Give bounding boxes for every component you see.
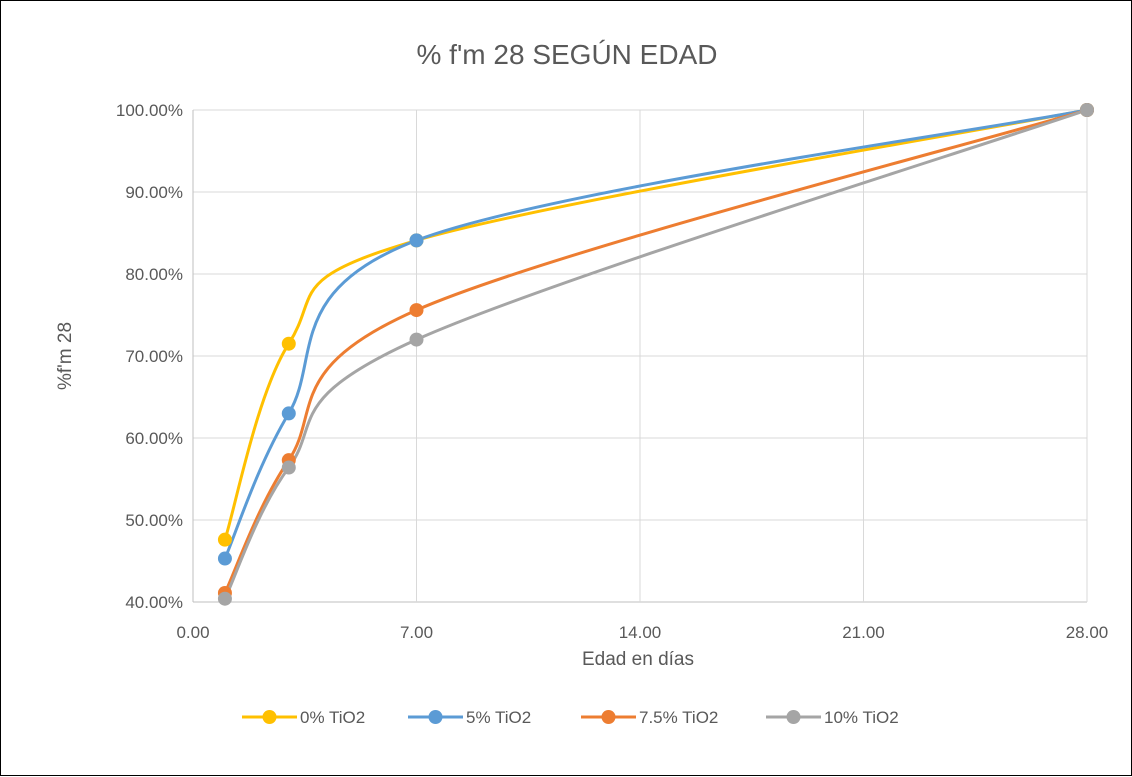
x-axis-title: Edad en días bbox=[582, 649, 694, 670]
legend-swatch-marker bbox=[601, 710, 616, 724]
y-tick-label: 80.00% bbox=[125, 265, 183, 284]
y-tick-labels: 40.00% 50.00% 60.00% 70.00% 80.00% 90.00% 100.… bbox=[116, 101, 183, 612]
data-point-0-tio2 bbox=[281, 336, 296, 351]
data-point-7-5-tio2 bbox=[409, 303, 424, 318]
legend-swatch-marker bbox=[428, 710, 443, 724]
legend-item-0-tio2: 0% TiO2 bbox=[242, 708, 365, 727]
series-lines bbox=[223, 108, 1089, 601]
x-tick-label: 21.00 bbox=[842, 623, 885, 642]
y-tick-label: 90.00% bbox=[125, 183, 183, 202]
data-point-0-tio2 bbox=[217, 532, 232, 547]
y-tick-label: 60.00% bbox=[125, 429, 183, 448]
y-tick-label: 40.00% bbox=[125, 593, 183, 612]
x-tick-label: 14.00 bbox=[619, 623, 662, 642]
series-line-10-tio2 bbox=[223, 108, 1089, 601]
series-points bbox=[217, 103, 1094, 606]
x-tick-label: 0.00 bbox=[176, 623, 209, 642]
y-tick-label: 50.00% bbox=[125, 511, 183, 530]
x-tick-label: 28.00 bbox=[1066, 623, 1109, 642]
data-point-5-tio2 bbox=[217, 551, 232, 566]
x-tick-labels: 0.00 7.00 14.00 21.00 28.00 bbox=[176, 623, 1108, 642]
chart-title: % f'm 28 SEGÚN EDAD bbox=[417, 39, 718, 70]
series-line-7-5-tio2 bbox=[223, 108, 1089, 595]
legend-label: 10% TiO2 bbox=[824, 708, 899, 727]
legend-label: 0% TiO2 bbox=[300, 708, 365, 727]
legend: 0% TiO2 5% TiO2 7.5% TiO2 10% TiO2 bbox=[242, 708, 899, 727]
series-line-0-tio2 bbox=[223, 108, 1089, 542]
legend-item-5-tio2: 5% TiO2 bbox=[408, 708, 531, 727]
legend-item-10-tio2: 10% TiO2 bbox=[766, 708, 899, 727]
legend-swatch-marker bbox=[786, 710, 801, 724]
x-tick-label: 7.00 bbox=[400, 623, 433, 642]
gridlines bbox=[192, 109, 1088, 603]
legend-label: 7.5% TiO2 bbox=[639, 708, 718, 727]
legend-label: 5% TiO2 bbox=[466, 708, 531, 727]
data-point-10-tio2 bbox=[281, 460, 296, 475]
y-tick-label: 100.00% bbox=[116, 101, 183, 120]
data-point-10-tio2 bbox=[409, 332, 424, 347]
data-point-10-tio2 bbox=[217, 591, 232, 606]
y-tick-label: 70.00% bbox=[125, 347, 183, 366]
series-line-5-tio2 bbox=[223, 108, 1089, 561]
data-point-10-tio2 bbox=[1080, 103, 1094, 117]
legend-swatch-marker bbox=[262, 710, 277, 724]
legend-item-7-5-tio2: 7.5% TiO2 bbox=[581, 708, 718, 727]
data-point-5-tio2 bbox=[281, 406, 296, 421]
data-point-5-tio2 bbox=[409, 233, 424, 248]
y-axis-title: %f'm 28 bbox=[55, 322, 76, 390]
